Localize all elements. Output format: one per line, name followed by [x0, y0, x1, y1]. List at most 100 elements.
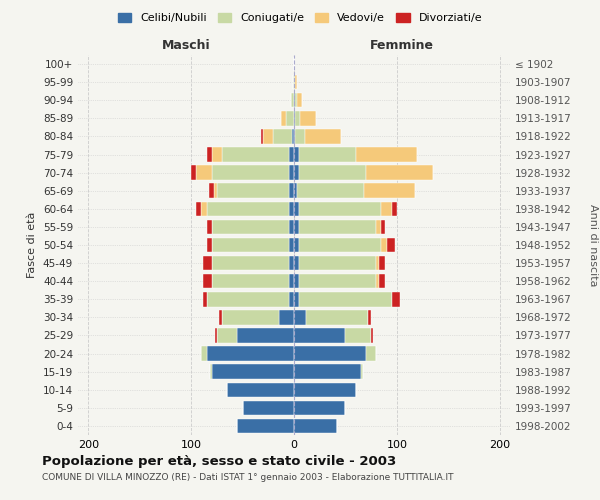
Bar [294, 202, 299, 216]
Bar [294, 238, 299, 252]
Bar [364, 184, 415, 198]
Bar [299, 166, 366, 180]
Bar [346, 328, 371, 342]
Bar [289, 256, 294, 270]
Bar [238, 418, 294, 433]
Bar [294, 75, 295, 90]
Bar [294, 166, 299, 180]
Bar [299, 220, 376, 234]
Text: Popolazione per età, sesso e stato civile - 2003: Popolazione per età, sesso e stato civil… [42, 455, 396, 468]
Bar [300, 111, 316, 126]
Bar [356, 148, 418, 162]
Bar [222, 148, 289, 162]
Bar [293, 75, 294, 90]
Bar [261, 129, 263, 144]
Bar [294, 292, 299, 306]
Bar [294, 346, 366, 361]
Bar [361, 364, 363, 379]
Bar [295, 111, 300, 126]
Bar [294, 382, 356, 397]
Bar [206, 148, 212, 162]
Bar [299, 256, 376, 270]
Y-axis label: Fasce di età: Fasce di età [28, 212, 37, 278]
Bar [203, 292, 206, 306]
Bar [294, 400, 346, 415]
Bar [212, 166, 289, 180]
Bar [212, 220, 289, 234]
Bar [299, 148, 356, 162]
Bar [297, 184, 364, 198]
Bar [196, 202, 202, 216]
Bar [214, 184, 217, 198]
Bar [294, 129, 295, 144]
Bar [291, 93, 294, 108]
Bar [196, 166, 212, 180]
Bar [278, 310, 294, 324]
Text: Maschi: Maschi [161, 40, 211, 52]
Text: Femmine: Femmine [370, 40, 434, 52]
Bar [242, 400, 294, 415]
Bar [294, 148, 299, 162]
Bar [299, 274, 376, 288]
Bar [202, 202, 206, 216]
Bar [289, 220, 294, 234]
Bar [294, 93, 295, 108]
Bar [215, 328, 217, 342]
Bar [368, 310, 371, 324]
Bar [274, 129, 292, 144]
Bar [289, 184, 294, 198]
Bar [379, 274, 385, 288]
Bar [294, 184, 297, 198]
Bar [286, 111, 294, 126]
Bar [382, 238, 386, 252]
Bar [206, 292, 289, 306]
Bar [294, 111, 295, 126]
Bar [222, 310, 278, 324]
Bar [366, 346, 376, 361]
Bar [263, 129, 274, 144]
Bar [379, 256, 385, 270]
Bar [203, 274, 212, 288]
Bar [212, 238, 289, 252]
Bar [392, 292, 400, 306]
Bar [209, 184, 214, 198]
Bar [294, 220, 299, 234]
Text: COMUNE DI VILLA MINOZZO (RE) - Dati ISTAT 1° gennaio 2003 - Elaborazione TUTTITA: COMUNE DI VILLA MINOZZO (RE) - Dati ISTA… [42, 472, 454, 482]
Bar [294, 328, 346, 342]
Bar [376, 220, 382, 234]
Bar [212, 364, 294, 379]
Legend: Celibi/Nubili, Coniugati/e, Vedovi/e, Divorziati/e: Celibi/Nubili, Coniugati/e, Vedovi/e, Di… [113, 8, 487, 28]
Bar [294, 310, 307, 324]
Bar [212, 274, 289, 288]
Bar [217, 328, 238, 342]
Bar [212, 256, 289, 270]
Bar [386, 238, 395, 252]
Bar [206, 346, 294, 361]
Bar [227, 382, 294, 397]
Bar [238, 328, 294, 342]
Bar [295, 93, 297, 108]
Bar [292, 129, 294, 144]
Bar [217, 184, 289, 198]
Bar [294, 274, 299, 288]
Bar [366, 166, 433, 180]
Bar [281, 111, 286, 126]
Bar [382, 220, 385, 234]
Bar [289, 274, 294, 288]
Bar [307, 310, 368, 324]
Bar [206, 220, 212, 234]
Bar [203, 256, 212, 270]
Bar [392, 202, 397, 216]
Bar [371, 328, 373, 342]
Bar [289, 166, 294, 180]
Bar [206, 238, 212, 252]
Bar [294, 418, 337, 433]
Bar [191, 166, 196, 180]
Y-axis label: Anni di nascita: Anni di nascita [588, 204, 598, 286]
Bar [294, 364, 361, 379]
Bar [295, 129, 305, 144]
Bar [299, 292, 392, 306]
Bar [289, 148, 294, 162]
Bar [376, 256, 379, 270]
Bar [219, 310, 222, 324]
